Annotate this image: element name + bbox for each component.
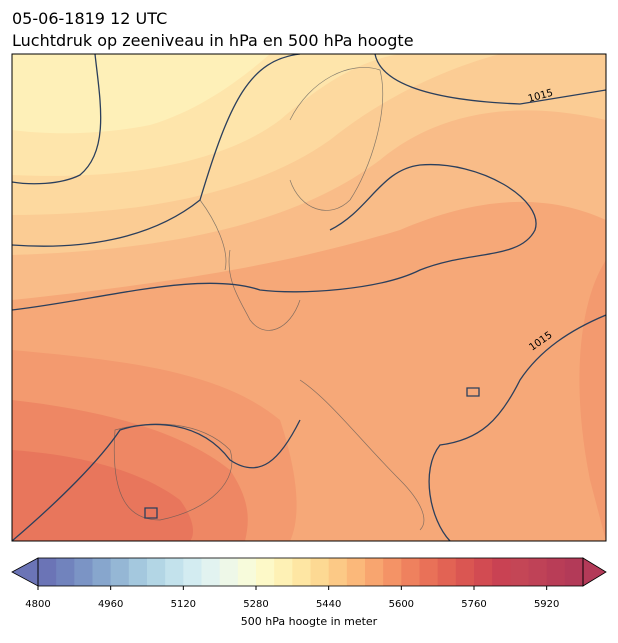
colorbar-segment	[256, 558, 275, 586]
colorbar-segment	[165, 558, 184, 586]
colorbar-segment	[510, 558, 529, 586]
colorbar-segment	[564, 558, 584, 586]
time-title: 05-06-1819 12 UTC	[12, 9, 167, 28]
title: Luchtdruk op zeeniveau in hPa en 500 hPa…	[12, 31, 414, 50]
colorbar-segment	[474, 558, 493, 586]
colorbar-segment	[528, 558, 548, 586]
colorbar-segment	[128, 558, 148, 586]
colorbar-segment	[110, 558, 130, 586]
colorbar-label: 500 hPa hoogte in meter	[241, 615, 378, 628]
colorbar-segment	[237, 558, 257, 586]
colorbar-extend-low	[11, 557, 39, 587]
colorbar-segment	[346, 558, 366, 586]
colorbar-tick-label: 4800	[25, 599, 50, 610]
colorbar-segment	[437, 558, 457, 586]
colorbar-tick-label: 5920	[534, 599, 559, 610]
colorbar-tick-label: 5760	[461, 599, 486, 610]
colorbar-segment	[328, 558, 348, 586]
colorbar-segment	[419, 558, 439, 586]
colorbar-segment	[455, 558, 475, 586]
colorbar: 4800 4960 5120 5280 5440 5600 5760 5920	[11, 557, 607, 610]
colorbar-segment	[492, 558, 511, 586]
colorbar-tick-label: 5120	[171, 599, 196, 610]
colorbar-segment	[38, 558, 57, 586]
colorbar-segment	[546, 558, 566, 586]
colorbar-segment	[274, 558, 293, 586]
colorbar-segment	[219, 558, 239, 586]
colorbar-segment	[201, 558, 221, 586]
colorbar-segment	[383, 558, 402, 586]
colorbar-segment	[365, 558, 384, 586]
colorbar-segment	[183, 558, 202, 586]
colorbar-segment	[401, 558, 420, 586]
colorbar-tick-label: 4960	[98, 599, 123, 610]
colorbar-tick-label: 5600	[389, 599, 414, 610]
colorbar-tick-label: 5440	[316, 599, 341, 610]
colorbar-segment	[74, 558, 93, 586]
map-frame	[11, 53, 607, 542]
colorbar-tick-label: 5280	[243, 599, 268, 610]
colorbar-frame	[37, 557, 584, 587]
colorbar-segment	[147, 558, 166, 586]
colorbar-segment	[310, 558, 330, 586]
colorbar-segment	[92, 558, 112, 586]
colorbar-segment	[292, 558, 311, 586]
colorbar-extend-high	[582, 557, 607, 587]
map: 1015 1015	[12, 54, 606, 541]
colorbar-segment	[56, 558, 75, 586]
